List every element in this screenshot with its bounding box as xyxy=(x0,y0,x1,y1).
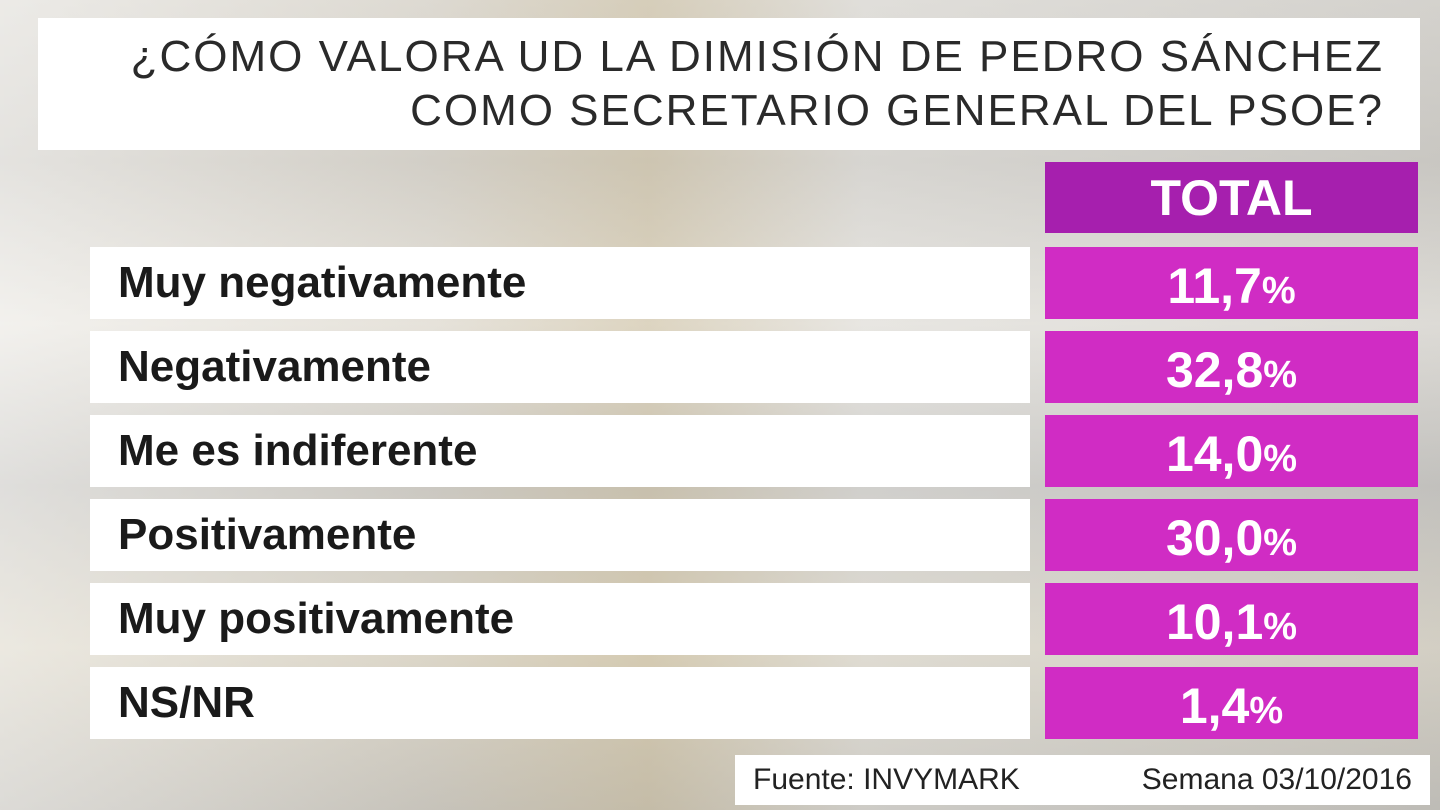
footer: Fuente: INVYMARK Semana 03/10/2016 xyxy=(735,755,1430,805)
row-label: Negativamente xyxy=(90,331,1030,403)
value-unit: % xyxy=(1249,690,1284,732)
value-unit: % xyxy=(1263,522,1298,564)
row-label: Me es indiferente xyxy=(90,415,1030,487)
row-label: Positivamente xyxy=(90,499,1030,571)
value-number: 30,0 xyxy=(1165,510,1264,566)
row-value: 1,4% xyxy=(1045,667,1418,739)
value-number: 10,1 xyxy=(1165,594,1264,650)
value-number: 1,4 xyxy=(1179,678,1250,734)
value-number: 14,0 xyxy=(1165,426,1264,482)
row-value: 30,0% xyxy=(1045,499,1418,571)
row-label: NS/NR xyxy=(90,667,1030,739)
row-label: Muy negativamente xyxy=(90,247,1030,319)
value-number: 11,7 xyxy=(1167,258,1262,314)
row-value: 10,1% xyxy=(1045,583,1418,655)
column-header: TOTAL xyxy=(1045,162,1418,233)
date: Semana 03/10/2016 xyxy=(1141,763,1412,796)
title-line: ¿CÓMO VALORA UD LA DIMISIÓN DE PEDRO SÁN… xyxy=(130,32,1384,81)
row-value: 14,0% xyxy=(1045,415,1418,487)
value-number: 32,8 xyxy=(1165,342,1264,398)
row-label: Muy positivamente xyxy=(90,583,1030,655)
source: Fuente: INVYMARK xyxy=(753,763,1020,796)
value-unit: % xyxy=(1261,270,1296,312)
value-unit: % xyxy=(1263,606,1298,648)
row-value: 11,7% xyxy=(1045,247,1418,319)
row-value: 32,8% xyxy=(1045,331,1418,403)
value-unit: % xyxy=(1263,438,1298,480)
title-box: ¿CÓMO VALORA UD LA DIMISIÓN DE PEDRO SÁN… xyxy=(38,18,1420,150)
title-line: COMO SECRETARIO GENERAL DEL PSOE? xyxy=(410,86,1384,135)
value-unit: % xyxy=(1263,354,1298,396)
